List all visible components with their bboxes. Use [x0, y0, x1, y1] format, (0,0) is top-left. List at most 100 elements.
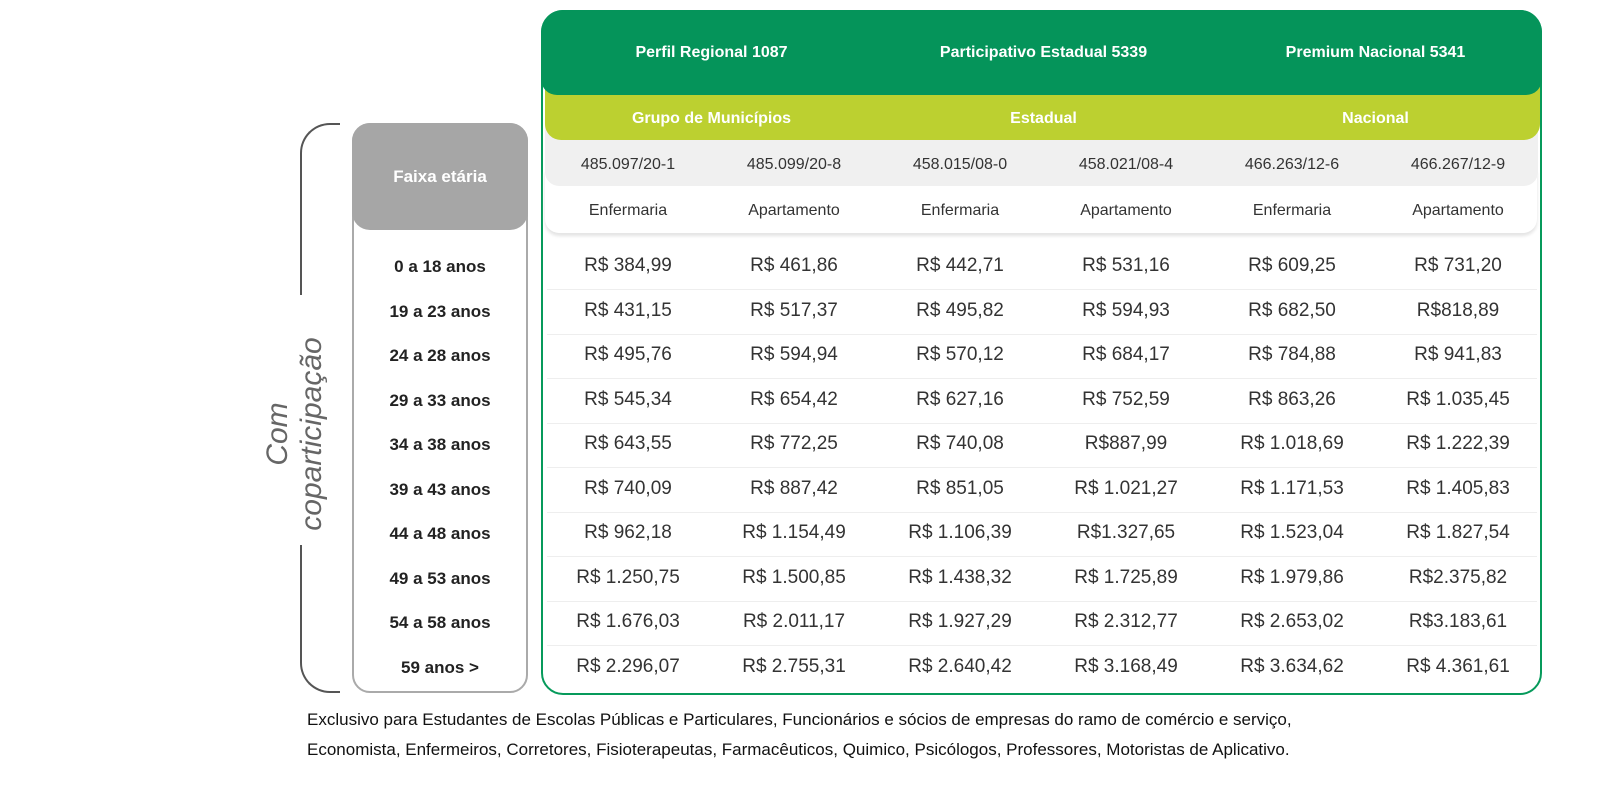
price-cell: R$ 594,94	[750, 344, 838, 365]
price-cell: R$ 384,99	[584, 255, 672, 276]
price-cell: R$ 2.640,42	[908, 655, 1012, 677]
accommodation-type: Enfermaria	[588, 202, 668, 219]
plan-name: Participativo Estadual 5339	[939, 44, 1148, 61]
price-cell: R$ 962,18	[584, 522, 672, 543]
price-cell: R$ 4.361,61	[1406, 655, 1510, 677]
price-cell: R$ 517,37	[750, 299, 838, 321]
plan-name: Perfil Regional 1087	[635, 44, 788, 61]
price-cell: R$ 643,55	[584, 433, 672, 454]
price-cell: R$ 941,83	[1414, 344, 1502, 365]
price-cell: R$ 495,76	[584, 344, 672, 365]
row-divider	[547, 645, 1537, 646]
row-divider	[547, 600, 1537, 602]
price-cell: R$ 545,34	[584, 388, 672, 410]
price-cell: R$ 3.634,62	[1240, 655, 1344, 677]
price-cell: R$ 772,25	[750, 433, 838, 454]
accommodation-type: Apartamento	[1412, 202, 1504, 219]
price-cell: R$ 431,15	[584, 299, 672, 321]
price-cell: R$887,99	[1084, 433, 1168, 454]
row-divider	[547, 556, 1537, 557]
price-cell: R$ 1.154,49	[742, 522, 846, 543]
plan-code: 466.263/12-6	[1244, 156, 1340, 173]
price-cell: R$ 887,42	[750, 477, 838, 499]
coverage-name: Grupo de Municípios	[631, 110, 792, 127]
price-cell: R$ 1.827,54	[1406, 522, 1510, 543]
price-cell: R$ 2.755,31	[742, 655, 846, 677]
row-divider	[547, 422, 1537, 424]
price-cell: R$ 684,17	[1082, 344, 1170, 365]
price-cell: R$ 2.296,07	[576, 655, 680, 677]
plan-name: Premium Nacional 5341	[1285, 44, 1466, 61]
price-cell: R$ 594,93	[1082, 299, 1170, 321]
plan-code: 458.015/08-0	[912, 156, 1008, 173]
price-cell: R$ 740,08	[916, 433, 1004, 454]
price-cell: R$ 863,26	[1248, 388, 1336, 410]
price-cell: R$ 1.500,85	[742, 566, 846, 588]
plan-code: 466.267/12-9	[1410, 156, 1506, 173]
price-cell: R$ 1.676,03	[576, 611, 680, 632]
price-cell: R$ 1.250,75	[576, 566, 680, 588]
price-cell: R$ 2.011,17	[742, 611, 846, 632]
plan-code: 458.021/08-4	[1078, 156, 1174, 173]
age-range: 19 a 23 anos	[389, 301, 491, 321]
price-cell: R$ 627,16	[916, 388, 1004, 410]
price-cell: R$ 752,59	[1082, 388, 1170, 410]
side-label: Com coparticipação	[261, 337, 328, 531]
price-cell: R$ 1.021,27	[1074, 477, 1178, 499]
price-cell: R$ 1.438,32	[908, 566, 1012, 588]
price-cell: R$ 654,42	[750, 388, 838, 410]
footer-line: Exclusivo para Estudantes de Escolas Púb…	[307, 710, 1292, 729]
price-cell: R$ 2.653,02	[1240, 611, 1344, 632]
price-cell: R$1.327,65	[1076, 522, 1176, 543]
age-range: 34 a 38 anos	[389, 435, 491, 454]
coverage-name: Estadual	[1010, 110, 1077, 127]
age-range: 0 a 18 anos	[394, 257, 486, 276]
price-cell: R$ 1.979,86	[1240, 566, 1344, 588]
row-divider	[547, 467, 1537, 468]
price-cell: R$ 1.222,39	[1406, 433, 1510, 454]
price-cell: R$ 531,16	[1082, 255, 1170, 276]
age-range: 29 a 33 anos	[389, 390, 491, 410]
price-cell: R$ 2.312,77	[1074, 611, 1178, 632]
price-cell: R$818,89	[1416, 299, 1500, 321]
price-cell: R$ 1.405,83	[1406, 477, 1510, 499]
age-range: 49 a 53 anos	[389, 568, 491, 588]
price-cell: R$ 784,88	[1248, 344, 1336, 365]
age-range: 24 a 28 anos	[389, 346, 491, 365]
age-range: 39 a 43 anos	[389, 479, 491, 499]
price-cell: R$ 1.018,69	[1240, 433, 1344, 454]
price-cell: R$ 461,86	[750, 255, 838, 276]
footer-line: Economista, Enfermeiros, Corretores, Fis…	[307, 740, 1290, 759]
accommodation-type: Apartamento	[748, 202, 840, 219]
price-cell: R$ 570,12	[916, 344, 1004, 365]
row-divider	[547, 511, 1537, 513]
price-cell: R$ 1.927,29	[908, 611, 1012, 632]
accommodation-type: Apartamento	[1080, 202, 1172, 219]
price-cell: R$ 3.168,49	[1074, 655, 1178, 677]
price-cell: R$ 731,20	[1414, 255, 1502, 276]
plan-code: 485.099/20-8	[746, 156, 842, 173]
age-range: 59 anos >	[401, 657, 479, 677]
price-cell: R$ 740,09	[584, 477, 672, 499]
price-cell: R$ 495,82	[916, 299, 1004, 321]
price-cell: R$ 1.523,04	[1240, 522, 1344, 543]
price-cell: R$ 609,25	[1248, 255, 1336, 276]
coverage-name: Nacional	[1342, 110, 1409, 127]
price-cell: R$ 1.725,89	[1074, 566, 1178, 588]
row-divider	[547, 289, 1537, 290]
price-cell: R$ 1.035,45	[1406, 388, 1510, 410]
price-cell: R$3.183,61	[1408, 611, 1508, 632]
bracket-gap	[290, 295, 320, 545]
price-cell: R$ 442,71	[916, 255, 1004, 276]
age-range: 44 a 48 anos	[389, 524, 491, 543]
accommodation-type: Enfermaria	[920, 202, 1000, 219]
age-header: Faixa etária	[352, 123, 528, 230]
plan-code: 485.097/20-1	[580, 156, 676, 173]
row-divider	[547, 378, 1537, 379]
price-cell: R$2.375,82	[1408, 566, 1508, 588]
row-divider	[547, 333, 1537, 335]
age-range: 54 a 58 anos	[389, 613, 491, 632]
price-cell: R$ 851,05	[916, 477, 1004, 499]
plan-header	[541, 10, 1542, 95]
price-cell: R$ 682,50	[1248, 299, 1336, 321]
